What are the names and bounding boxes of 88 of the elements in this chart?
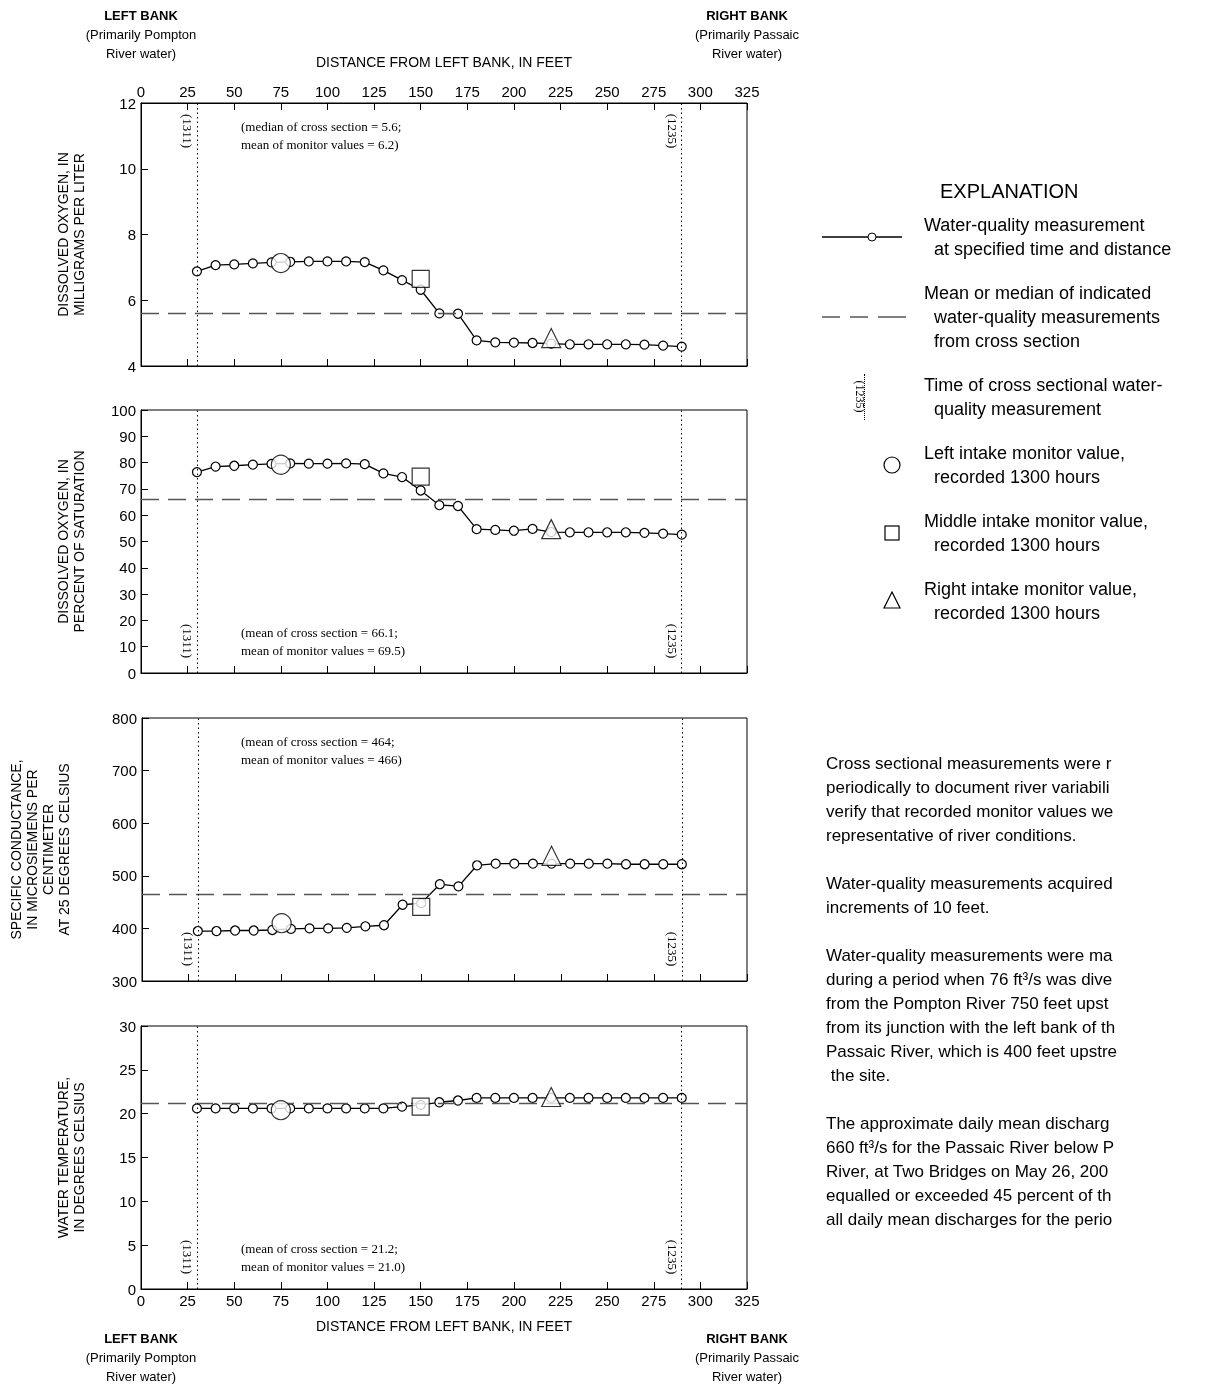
y-tick-label: 5 <box>127 1236 136 1254</box>
text: The approximate daily mean discharg 660 ft³/s for the Passaic River below P River, at Two Bridges on May 26, 200 equalled or exceeded 45 percent of th all daily mean discharges for the perio <box>826 1113 1116 1231</box>
annotation: (1235) <box>665 1239 681 1275</box>
text: RIGHT BANK (Primarily Passaic River water) <box>694 8 800 61</box>
x-tick-label: 300 <box>687 1292 713 1309</box>
x-tick-label: 275 <box>641 1292 667 1309</box>
y-tick-label: 80 <box>119 454 136 472</box>
y-tick-label: 10 <box>119 160 136 178</box>
text: LEFT BANK (Primarily Pompton River water) <box>85 8 197 61</box>
x-tick-label: 200 <box>501 1292 527 1309</box>
annotation: (median of cross section = 5.6; mean of monitor values = 6.2) <box>241 118 402 152</box>
y-tick-label: 10 <box>119 1192 136 1210</box>
annotation: (1235) <box>665 113 681 149</box>
x-axis-title: DISTANCE FROM LEFT BANK, IN FEET <box>315 1318 573 1334</box>
y-tick-label: 30 <box>119 1017 136 1035</box>
y-tick-label: 400 <box>111 919 137 937</box>
y-tick-label: 70 <box>119 480 136 498</box>
y-tick-label: 30 <box>119 585 136 603</box>
y-tick-label: 60 <box>119 506 136 524</box>
text: Mean or median of indicated water-quality measurements from cross section <box>924 282 1161 353</box>
annotation: (mean of cross section = 464; mean of monitor values = 466) <box>241 733 402 767</box>
annotation: (1311) <box>180 113 196 149</box>
y-tick-label: 40 <box>119 559 136 577</box>
x2-axis-title: DISTANCE FROM LEFT BANK, IN FEET <box>315 54 573 70</box>
text: Water-quality measurements acquired increments of 10 feet. <box>826 873 1114 919</box>
text: LEFT BANK (Primarily Pompton River water) <box>85 1331 197 1384</box>
x2-tick-label: 300 <box>687 83 713 100</box>
x2-tick-label: 50 <box>225 83 243 100</box>
y-tick-label: 600 <box>111 814 137 832</box>
x2-tick-label: 200 <box>501 83 527 100</box>
y-axis-title: SPECIFIC CONDUCTANCE, IN MICROSIEMENS PER CENTIMETER AT 25 DEGREES CELSIUS <box>8 759 72 940</box>
text: Cross sectional measurements were r periodically to document river variabili verify that recorded monitor values we representative of river conditions. <box>826 753 1115 847</box>
y-tick-label: 20 <box>119 1105 136 1123</box>
annotation: (1235) <box>665 931 681 967</box>
x-tick-label: 250 <box>594 1292 620 1309</box>
annotation: (mean of cross section = 21.2; mean of monitor values = 21.0) <box>241 1240 406 1274</box>
y-tick-label: 20 <box>119 611 136 629</box>
x2-tick-label: 325 <box>734 83 760 100</box>
x2-tick-label: 150 <box>408 83 434 100</box>
x-tick-label: 225 <box>548 1292 574 1309</box>
x2-tick-label: 125 <box>361 83 387 100</box>
y-tick-label: 90 <box>119 427 136 445</box>
annotation: (1311) <box>180 1239 196 1275</box>
x-tick-label: 75 <box>272 1292 290 1309</box>
y-axis-title: DISSOLVED OXYGEN, IN MILLIGRAMS PER LITER <box>55 152 87 317</box>
annotation: (1235) <box>665 623 681 659</box>
x-tick-label: 125 <box>361 1292 387 1309</box>
legend-label: Water-quality measurement at specified time and distance <box>924 214 1172 261</box>
x-tick-label: 175 <box>454 1292 480 1309</box>
y-tick-label: 0 <box>127 664 136 682</box>
y-tick-label: 8 <box>127 226 136 243</box>
x2-tick-label: 100 <box>314 83 340 100</box>
y-axis-title: DISSOLVED OXYGEN, IN PERCENT OF SATURATION <box>55 450 87 633</box>
text: Water-quality measurements were ma during a period when 76 ft³/s was dive from the Pompton River 750 feet upst from its junction with the left bank of th Passaic River, which is 400 feet upstre the site. <box>826 945 1119 1087</box>
legend-label: Middle intake monitor value, recorded 1300 hours <box>924 510 1149 557</box>
y-tick-label: 12 <box>119 94 136 112</box>
y-tick-label: 6 <box>127 291 136 309</box>
x2-tick-label: 250 <box>594 83 620 100</box>
y-tick-label: 100 <box>110 401 136 419</box>
y-tick-label: 800 <box>111 709 137 727</box>
y-tick-label: 500 <box>111 867 137 885</box>
x2-tick-label: 75 <box>272 83 290 100</box>
y-axis-title: WATER TEMPERATURE, IN DEGREES CELSIUS <box>55 1076 87 1239</box>
annotation: (mean of cross section = 66.1; mean of monitor values = 69.5) <box>241 624 406 658</box>
y-tick-label: 50 <box>119 533 136 550</box>
legend-label: Left intake monitor value, recorded 1300 hours <box>924 442 1126 489</box>
x-tick-label: 100 <box>314 1292 340 1309</box>
x-tick-label: 325 <box>734 1292 760 1309</box>
y-tick-label: 700 <box>111 762 137 780</box>
y-tick-label: 15 <box>119 1149 136 1166</box>
x2-tick-label: 225 <box>548 83 574 100</box>
legend-title: EXPLANATION <box>940 180 1080 203</box>
y-tick-label: 4 <box>127 357 136 375</box>
text: RIGHT BANK (Primarily Passaic River water) <box>694 1331 800 1384</box>
annotation: (1311) <box>181 931 197 967</box>
x2-tick-label: 25 <box>179 83 196 100</box>
legend-label: Right intake monitor value, recorded 1300 hours <box>924 578 1138 625</box>
y-tick-label: 25 <box>119 1061 136 1079</box>
annotation: (1311) <box>180 623 196 659</box>
y-tick-label: 0 <box>127 1280 136 1298</box>
x-tick-label: 25 <box>179 1292 196 1309</box>
x2-tick-label: 175 <box>454 83 480 100</box>
x-tick-label: 50 <box>225 1292 243 1309</box>
text: Time of cross sectional water- quality measurement <box>924 374 1163 421</box>
x-tick-label: 150 <box>408 1292 434 1309</box>
x2-tick-label: 275 <box>641 83 667 100</box>
y-tick-label: 300 <box>111 972 137 990</box>
y-tick-label: 10 <box>119 638 136 656</box>
